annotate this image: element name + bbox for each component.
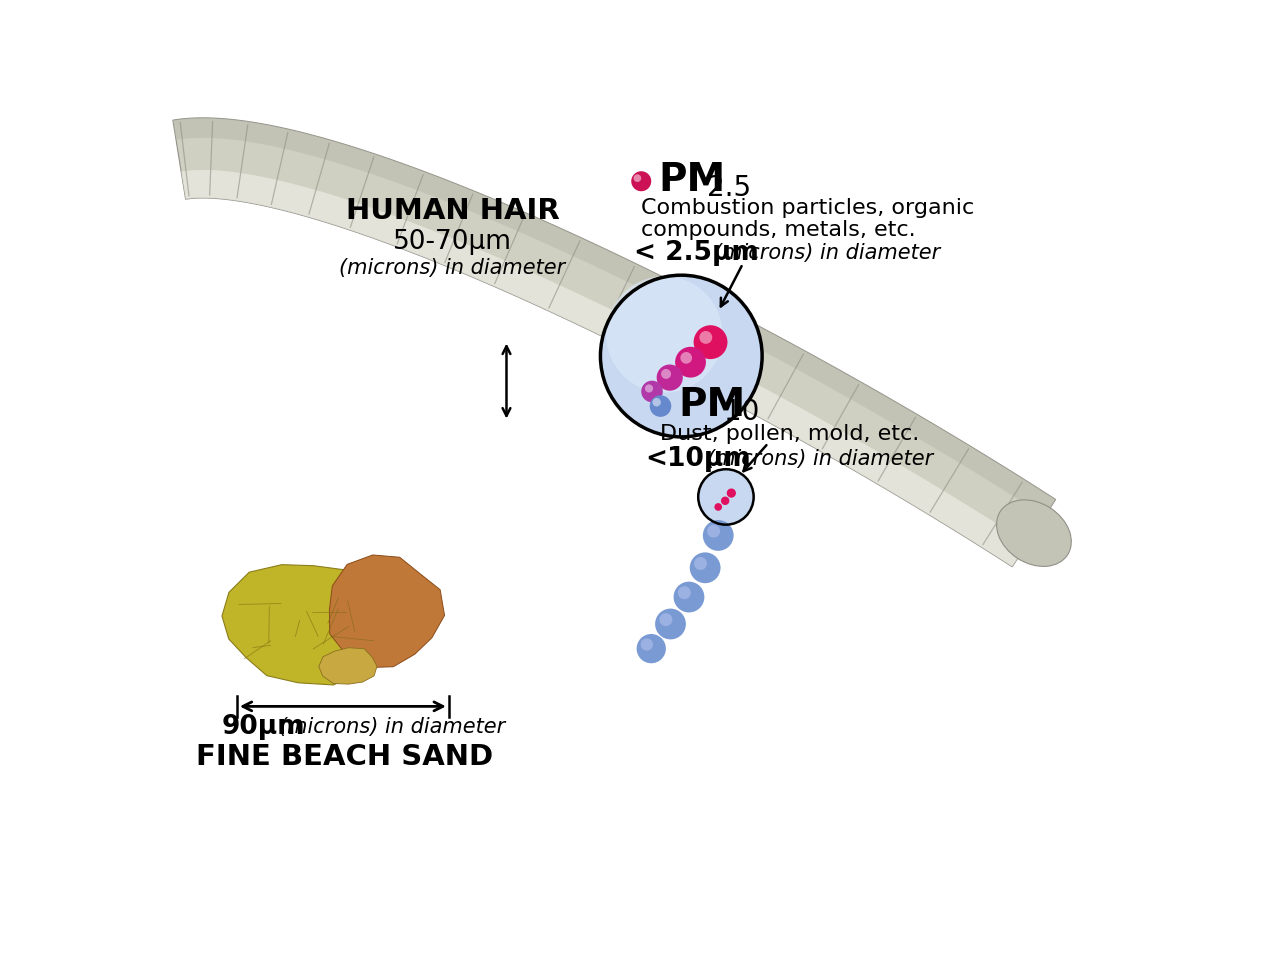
Polygon shape — [173, 119, 1055, 517]
Circle shape — [650, 395, 671, 417]
Circle shape — [694, 558, 707, 570]
Text: 2.5: 2.5 — [707, 173, 750, 201]
Circle shape — [641, 639, 653, 651]
Circle shape — [600, 275, 762, 437]
Circle shape — [675, 348, 705, 378]
Polygon shape — [222, 565, 394, 685]
Text: (microns) in diameter: (microns) in diameter — [708, 449, 934, 469]
Text: 50-70μm: 50-70μm — [393, 229, 513, 254]
Circle shape — [680, 353, 693, 364]
Circle shape — [673, 582, 704, 613]
Text: (microns) in diameter: (microns) in diameter — [339, 258, 565, 278]
Polygon shape — [319, 648, 377, 684]
Text: Combustion particles, organic: Combustion particles, organic — [641, 198, 974, 218]
Circle shape — [655, 609, 686, 639]
Text: FINE BEACH SAND: FINE BEACH SAND — [197, 742, 493, 771]
Circle shape — [660, 370, 671, 379]
Circle shape — [721, 497, 730, 505]
Ellipse shape — [997, 500, 1072, 567]
Circle shape — [657, 365, 682, 392]
Circle shape — [727, 489, 736, 498]
Circle shape — [653, 398, 660, 407]
Text: (microns) in diameter: (microns) in diameter — [279, 716, 505, 736]
Text: <10μm: <10μm — [645, 446, 750, 472]
Circle shape — [698, 470, 754, 525]
Text: (microns) in diameter: (microns) in diameter — [714, 243, 941, 263]
Circle shape — [641, 381, 663, 403]
Text: compounds, metals, etc.: compounds, metals, etc. — [641, 220, 916, 240]
Text: Dust, pollen, mold, etc.: Dust, pollen, mold, etc. — [660, 423, 920, 443]
Polygon shape — [329, 556, 445, 668]
Polygon shape — [181, 171, 1028, 567]
Circle shape — [690, 553, 721, 583]
Circle shape — [607, 277, 722, 394]
Circle shape — [634, 175, 641, 183]
Circle shape — [645, 385, 653, 394]
Polygon shape — [173, 119, 1055, 567]
Text: PM: PM — [658, 161, 726, 199]
Text: PM: PM — [678, 385, 745, 423]
Text: 90μm: 90μm — [221, 713, 306, 739]
Circle shape — [699, 332, 712, 344]
Text: 10: 10 — [725, 398, 759, 426]
Text: < 2.5μm: < 2.5μm — [634, 240, 758, 266]
Circle shape — [636, 635, 666, 663]
Circle shape — [694, 326, 727, 359]
Circle shape — [631, 172, 651, 193]
Circle shape — [714, 503, 722, 511]
Circle shape — [707, 525, 720, 538]
Circle shape — [678, 587, 691, 599]
Circle shape — [703, 520, 734, 551]
Text: HUMAN HAIR: HUMAN HAIR — [346, 196, 559, 225]
Circle shape — [659, 614, 672, 626]
